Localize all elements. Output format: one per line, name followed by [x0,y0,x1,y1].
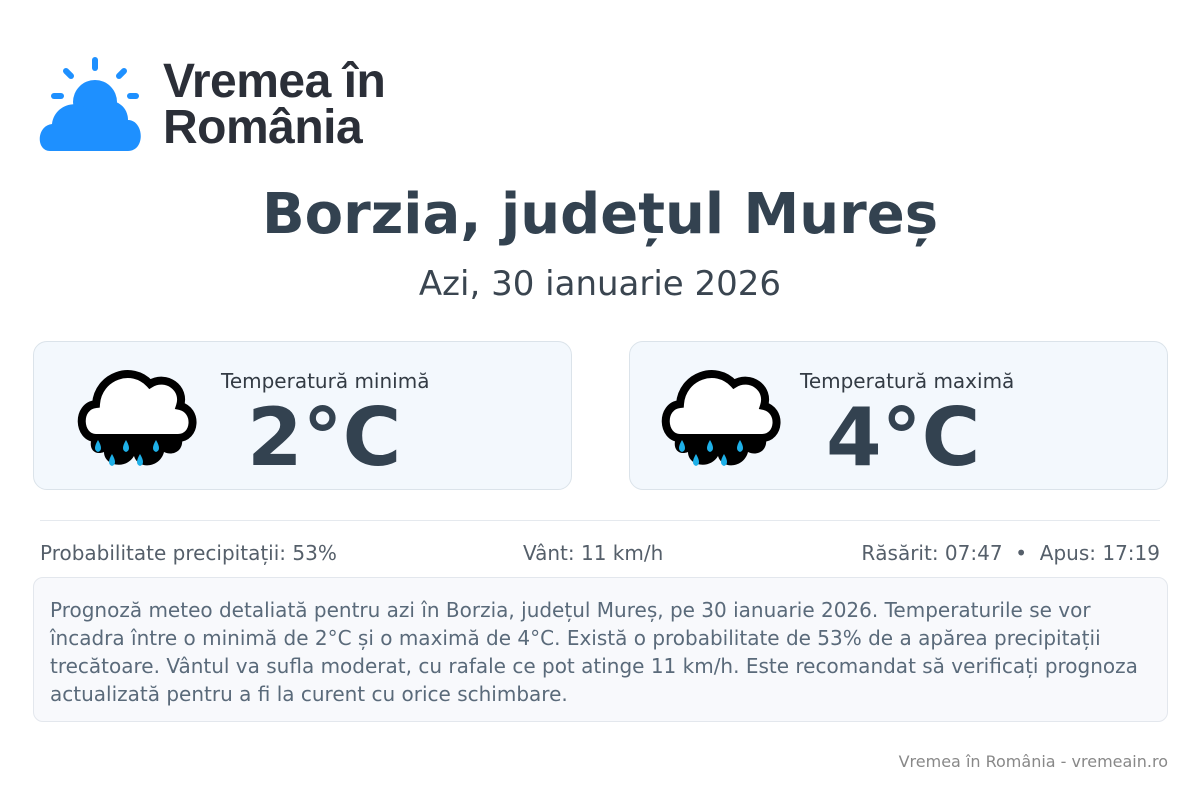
wind-info: Vânt: 11 km/h [523,541,664,565]
rain-cloud-icon [77,370,197,466]
min-temp-value: 2°C [247,391,402,484]
page-title: Borzia, județul Mureș [261,182,939,247]
forecast-description: Prognoză meteo detaliată pentru azi în B… [33,577,1168,722]
brand-line1: Vremea în [163,55,386,108]
min-temp-card: Temperatură minimă 2°C [33,341,572,490]
brand-name: Vremea în România [163,55,386,154]
forecast-date: Azi, 30 ianuarie 2026 [418,264,782,304]
sun-cloud-logo-icon [39,57,141,151]
min-temp-label: Temperatură minimă [221,369,430,393]
brand-line2: România [163,101,363,154]
divider [40,520,1160,521]
sun-info: Răsărit: 07:47 • Apus: 17:19 [861,541,1160,565]
precipitation-info: Probabilitate precipitații: 53% [40,541,337,565]
max-temp-value: 4°C [826,391,981,484]
max-temp-card: Temperatură maximă 4°C [629,341,1168,490]
footer-credit: Vremea în România - vremeain.ro [898,752,1168,771]
rain-cloud-icon [661,370,781,466]
max-temp-label: Temperatură maximă [800,369,1015,393]
